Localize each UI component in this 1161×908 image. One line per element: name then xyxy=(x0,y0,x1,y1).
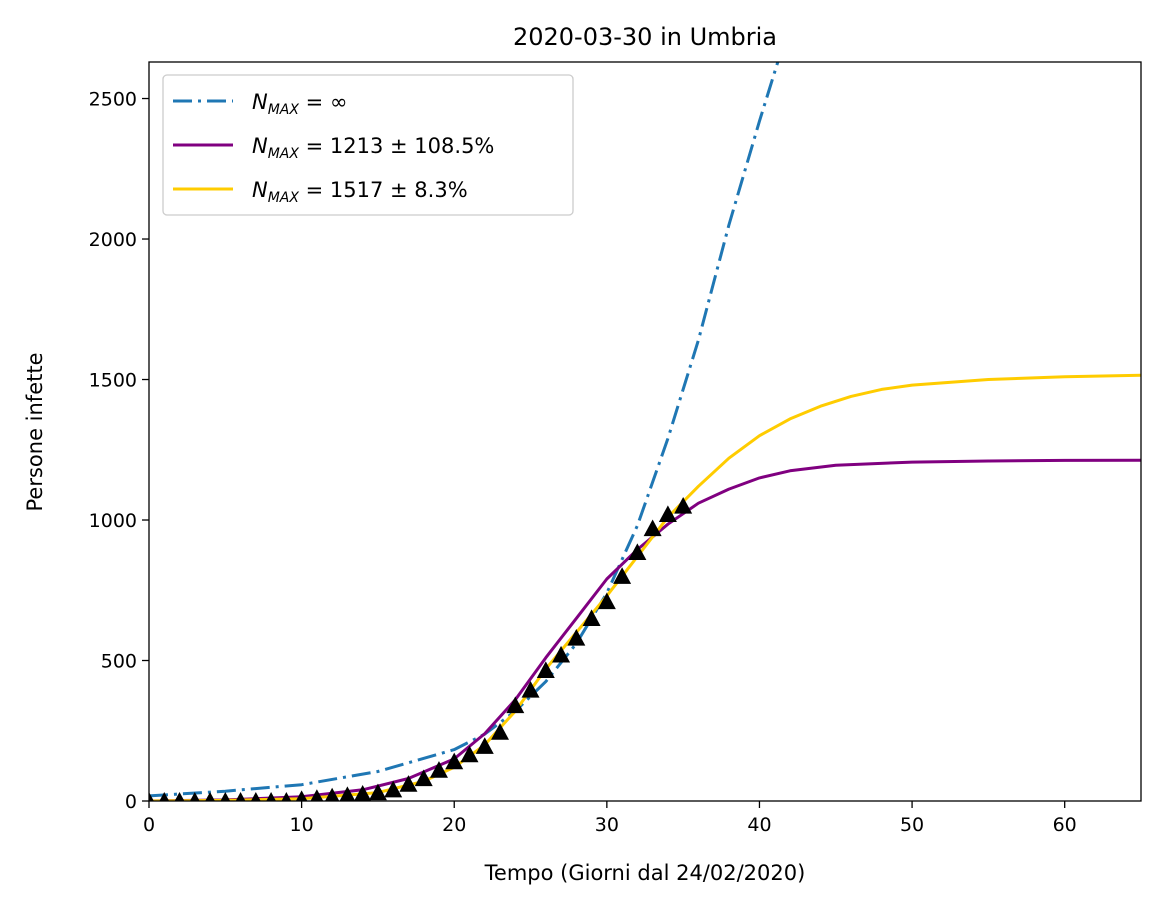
series-line-2 xyxy=(149,373,1141,801)
x-tick-label: 10 xyxy=(290,814,314,836)
y-tick-label: 0 xyxy=(125,791,137,813)
observed-point xyxy=(658,505,677,523)
legend-label-1: NMAX = 1213 ± 108.5% xyxy=(252,134,494,162)
legend-box xyxy=(162,74,574,216)
observed-point xyxy=(552,645,571,663)
observed-point xyxy=(674,496,693,514)
x-tick-label: 40 xyxy=(747,814,771,836)
y-tick-label: 2000 xyxy=(89,229,137,251)
observed-point xyxy=(310,789,324,801)
series-line-0 xyxy=(149,62,780,798)
y-axis-label: Persone infette xyxy=(23,352,47,511)
observed-point xyxy=(597,592,616,610)
x-tick-label: 20 xyxy=(442,814,466,836)
plot-frame xyxy=(148,61,1142,802)
x-tick-label: 60 xyxy=(1053,814,1077,836)
y-tick-label: 1500 xyxy=(89,370,137,392)
legend: NMAX = ∞ NMAX = 1213 ± 108.5% NMAX = 1517 … xyxy=(162,74,574,216)
observed-point xyxy=(384,780,403,798)
observed-point xyxy=(399,775,418,792)
observed-point xyxy=(149,792,154,801)
observed-point xyxy=(235,792,246,801)
observed-point xyxy=(220,792,231,801)
observed-point xyxy=(205,792,215,801)
observed-point xyxy=(414,769,433,787)
observed-point xyxy=(429,761,448,778)
observed-point xyxy=(445,752,464,770)
legend-label-0: NMAX = ∞ xyxy=(252,90,347,118)
observed-point xyxy=(506,696,525,714)
observed-point xyxy=(250,792,261,801)
observed-point xyxy=(491,723,510,740)
observed-point xyxy=(613,567,632,584)
observed-point xyxy=(339,786,356,801)
observed-point xyxy=(368,783,387,801)
x-axis-label: Tempo (Giorni dal 24/02/2020) xyxy=(484,861,806,885)
x-tick-label: 30 xyxy=(595,814,619,836)
x-axis: 0 10 20 30 40 50 60 xyxy=(143,801,1077,836)
y-axis: 0 500 1000 1500 2000 2500 xyxy=(89,89,149,813)
observed-point xyxy=(521,681,540,698)
observed-point xyxy=(536,661,555,678)
x-tick-label: 50 xyxy=(900,814,924,836)
observed-point xyxy=(174,792,185,801)
observed-point xyxy=(567,629,586,646)
observed-point xyxy=(281,792,292,801)
y-tick-label: 500 xyxy=(101,651,137,673)
observed-point xyxy=(189,792,200,801)
y-tick-label: 1000 xyxy=(89,510,137,532)
observed-point xyxy=(353,784,372,801)
observed-point xyxy=(266,792,276,801)
chart-title: 2020-03-30 in Umbria xyxy=(513,23,777,51)
observed-point xyxy=(475,737,494,754)
observed-point xyxy=(159,792,170,801)
legend-label-2: NMAX = 1517 ± 8.3% xyxy=(252,178,468,206)
observed-point xyxy=(324,787,340,801)
y-tick-label: 2500 xyxy=(89,89,137,111)
series-line-1 xyxy=(149,458,1141,801)
observed-point xyxy=(643,519,662,537)
observed-point xyxy=(460,745,479,763)
observed-point xyxy=(628,543,647,560)
observed-point xyxy=(295,790,308,801)
x-tick-label: 0 xyxy=(143,814,155,836)
plot-area xyxy=(149,62,1141,801)
observed-point xyxy=(582,609,601,627)
